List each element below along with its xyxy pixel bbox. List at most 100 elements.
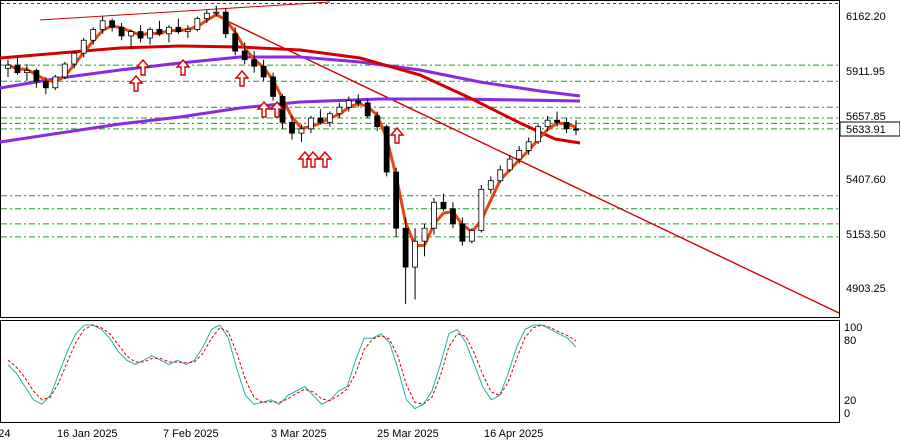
slow-ma-line bbox=[0, 44, 581, 145]
candle-body bbox=[52, 76, 59, 89]
buy-arrow-icon bbox=[234, 69, 250, 87]
candle-body bbox=[137, 31, 144, 39]
candle-body bbox=[222, 11, 229, 35]
current-price-label: 5633.91 bbox=[846, 124, 886, 136]
time-tick-label: 2024 bbox=[0, 428, 10, 440]
price-tick-label: 5153.50 bbox=[846, 229, 886, 241]
candle-body bbox=[421, 227, 428, 242]
candle-body bbox=[241, 50, 248, 61]
candle-body bbox=[109, 20, 116, 28]
candle-body bbox=[260, 65, 267, 78]
candle-body bbox=[355, 100, 362, 104]
buy-arrow-icon bbox=[175, 58, 191, 76]
candle-body bbox=[431, 201, 437, 229]
candle-body bbox=[497, 169, 504, 182]
candle-body bbox=[71, 52, 78, 65]
candle-body bbox=[42, 80, 49, 89]
price-axis: 6162.20 5911.95 5657.85 5407.60 5153.50 … bbox=[846, 11, 886, 295]
time-tick-label: 16 Jan 2025 bbox=[57, 428, 118, 440]
candle-body bbox=[440, 201, 447, 210]
candle-body bbox=[166, 26, 172, 35]
candle-body bbox=[184, 29, 191, 32]
candle-body bbox=[33, 70, 40, 82]
buy-arrow-icon bbox=[317, 150, 333, 168]
candle-body bbox=[554, 119, 560, 123]
trendlines[interactable] bbox=[39, 1, 840, 314]
stochastic-k-line bbox=[7, 324, 577, 410]
price-tick-label: 5407.60 bbox=[846, 174, 886, 186]
candle-body bbox=[450, 208, 456, 225]
price-tick-label: 5911.95 bbox=[846, 66, 885, 78]
time-axis: 2024 16 Jan 2025 7 Feb 2025 3 Mar 2025 2… bbox=[0, 428, 543, 440]
candle-body bbox=[468, 229, 475, 242]
candle-body bbox=[203, 12, 210, 20]
price-panel-frame bbox=[0, 0, 840, 318]
descending-trendline bbox=[224, 19, 840, 314]
osc-tick-label: 80 bbox=[844, 335, 856, 347]
oscillator-panel-frame bbox=[0, 320, 840, 423]
candle-body bbox=[478, 188, 485, 231]
candle-body bbox=[506, 158, 513, 171]
buy-arrow-icon bbox=[389, 126, 405, 144]
candle-body bbox=[516, 150, 523, 160]
candle-body bbox=[535, 126, 542, 143]
oscillator-axis: 100 80 20 0 bbox=[844, 322, 862, 420]
candle-body bbox=[5, 64, 11, 69]
candle-body bbox=[573, 128, 579, 131]
candle-body bbox=[412, 240, 418, 268]
candle-body bbox=[336, 106, 343, 115]
candle-body bbox=[175, 26, 182, 32]
candle-body bbox=[118, 26, 125, 37]
time-tick-label: 7 Feb 2025 bbox=[163, 428, 219, 440]
candle-body bbox=[487, 180, 494, 190]
candle-body bbox=[563, 121, 570, 130]
buy-arrow-icon bbox=[135, 58, 151, 76]
candle-body bbox=[14, 64, 21, 74]
candle-body bbox=[402, 227, 409, 268]
time-tick-label: 3 Mar 2025 bbox=[271, 428, 327, 440]
candle-body bbox=[374, 115, 381, 128]
buy-arrow-icon bbox=[128, 74, 144, 92]
candle-body bbox=[213, 11, 220, 14]
candle-body bbox=[251, 59, 258, 67]
osc-tick-label: 100 bbox=[844, 322, 862, 334]
envelope-lower-line bbox=[0, 97, 581, 144]
candle-body bbox=[459, 223, 466, 242]
time-tick-label: 25 Mar 2025 bbox=[377, 428, 439, 440]
stochastic-oscillator bbox=[7, 324, 577, 410]
candle-body bbox=[156, 29, 163, 35]
candle-body bbox=[80, 39, 87, 54]
osc-tick-label: 0 bbox=[844, 408, 850, 420]
buy-arrow-icon bbox=[269, 100, 285, 118]
time-tick-label: 16 Apr 2025 bbox=[484, 428, 543, 440]
candle-body bbox=[308, 117, 314, 130]
candle-body bbox=[393, 171, 400, 229]
candle-body bbox=[345, 100, 352, 108]
current-price-marker: 5633.91 bbox=[839, 121, 900, 137]
candle-body bbox=[99, 20, 106, 30]
signal-arrows bbox=[128, 58, 405, 168]
candle-body bbox=[270, 76, 276, 97]
candle-body bbox=[232, 33, 239, 52]
price-tick-label: 4903.25 bbox=[846, 283, 886, 295]
candle-body bbox=[525, 141, 532, 151]
candle-body bbox=[317, 117, 324, 123]
stochastic-d-line bbox=[7, 324, 577, 405]
price-tick-label: 6162.20 bbox=[846, 11, 886, 23]
price-tick-label: 5657.85 bbox=[846, 111, 886, 123]
upper-trendline bbox=[39, 1, 331, 21]
candle-body bbox=[90, 29, 97, 41]
envelope-upper-line bbox=[0, 55, 581, 98]
horizontal-levels bbox=[1, 3, 839, 238]
candle-body bbox=[61, 63, 68, 78]
candle-body bbox=[147, 29, 153, 39]
candle-body bbox=[128, 31, 134, 37]
candlesticks bbox=[5, 5, 579, 304]
buy-arrow-icon bbox=[256, 100, 272, 118]
candle-body bbox=[364, 102, 371, 117]
candle-body bbox=[289, 121, 295, 134]
candle-body bbox=[383, 126, 390, 173]
candle-body bbox=[194, 18, 201, 30]
